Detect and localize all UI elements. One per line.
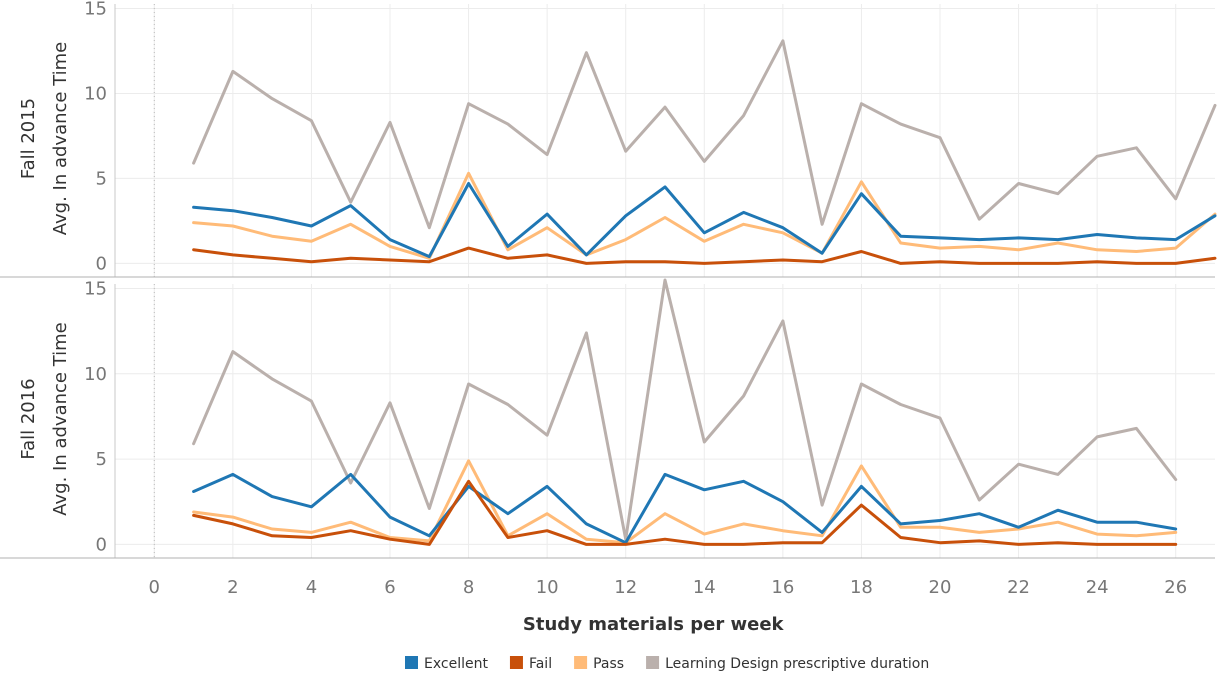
- series-line-learning-design-prescriptive-duration: [192, 39, 1217, 230]
- y-tick-label: 10: [84, 83, 107, 104]
- series-line-learning-design-prescriptive-duration: [192, 278, 1178, 541]
- legend-label: Fail: [529, 656, 552, 672]
- x-tick-label: 22: [1007, 577, 1030, 598]
- y-axis-title: Avg. In advance Time: [50, 322, 71, 516]
- y-tick-label: 0: [96, 253, 107, 274]
- series-line-fail: [192, 479, 1178, 546]
- y-tick-label: 15: [84, 0, 107, 19]
- series-line-pass: [192, 171, 1217, 260]
- legend-swatch: [405, 656, 418, 669]
- y-tick-label: 5: [96, 168, 107, 189]
- x-axis-title: Study materials per week: [523, 614, 785, 635]
- x-tick-label: 8: [463, 577, 474, 598]
- y-tick-label: 0: [96, 534, 107, 555]
- y-tick-label: 10: [84, 364, 107, 385]
- series-line-fail: [192, 246, 1217, 265]
- panel-label: Fall 2015: [18, 98, 39, 179]
- legend-swatch: [574, 656, 588, 669]
- x-tick-label: 26: [1164, 577, 1187, 598]
- y-tick-label: 5: [96, 449, 107, 470]
- y-axis-title: Avg. In advance Time: [50, 42, 71, 236]
- x-tick-label: 10: [536, 577, 559, 598]
- legend-label: Excellent: [424, 656, 488, 672]
- panel-label: Fall 2016: [18, 378, 39, 459]
- legend-swatch: [646, 656, 660, 669]
- legend-label: Pass: [593, 656, 624, 672]
- y-tick-label: 15: [84, 279, 107, 300]
- x-tick-label: 16: [771, 577, 794, 598]
- x-tick-label: 6: [384, 577, 395, 598]
- x-tick-label: 2: [227, 577, 238, 598]
- legend-swatch: [509, 656, 523, 669]
- x-tick-label: 4: [306, 577, 317, 598]
- x-tick-label: 20: [929, 577, 952, 598]
- legend-label: Learning Design prescriptive duration: [665, 656, 929, 672]
- x-tick-label: 18: [850, 577, 873, 598]
- series-line-pass: [192, 459, 1178, 545]
- series-line-excellent: [192, 472, 1178, 545]
- series-line-excellent: [192, 182, 1217, 259]
- x-tick-label: 0: [149, 577, 160, 598]
- x-tick-label: 24: [1086, 577, 1109, 598]
- x-tick-label: 12: [614, 577, 637, 598]
- x-tick-label: 14: [693, 577, 716, 598]
